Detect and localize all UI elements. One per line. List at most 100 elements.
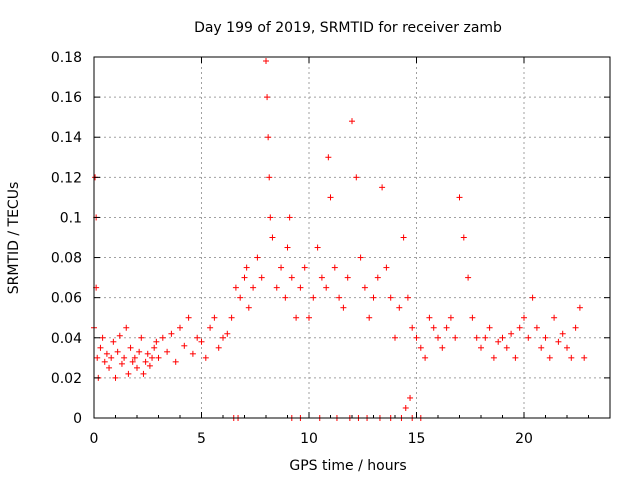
data-point: [374, 274, 381, 281]
data-point: [189, 350, 196, 357]
data-point: [125, 370, 132, 377]
data-point: [131, 354, 138, 361]
data-point: [194, 334, 201, 341]
data-point: [168, 330, 175, 337]
data-point: [503, 344, 510, 351]
data-point: [387, 294, 394, 301]
data-point: [443, 324, 450, 331]
data-point: [228, 314, 235, 321]
y-tick-label: 0.18: [51, 50, 82, 66]
data-point: [460, 234, 467, 241]
data-point: [383, 264, 390, 271]
data-point: [207, 324, 214, 331]
data-point: [400, 234, 407, 241]
y-tick-label: 0: [73, 411, 82, 427]
data-point: [288, 274, 295, 281]
data-point: [144, 350, 151, 357]
data-point: [413, 334, 420, 341]
data-point: [318, 274, 325, 281]
data-point: [469, 314, 476, 321]
data-point: [241, 274, 248, 281]
data-point: [127, 344, 134, 351]
data-point: [426, 314, 433, 321]
y-tick-labels: 0 0.02 0.04 0.06 0.08 0.1 0.12 0.14 0.16 0.18: [51, 50, 82, 427]
data-point: [211, 314, 218, 321]
data-point: [293, 314, 300, 321]
data-point: [559, 330, 566, 337]
data-point: [138, 334, 145, 341]
y-tick-label: 0.02: [51, 371, 82, 387]
data-point: [538, 344, 545, 351]
data-point: [402, 404, 409, 411]
data-point: [149, 354, 156, 361]
data-point: [465, 274, 472, 281]
data-point: [495, 338, 502, 345]
y-tick-label: 0.08: [51, 251, 82, 267]
data-point: [392, 334, 398, 341]
data-point: [250, 284, 257, 291]
data-point: [106, 364, 113, 371]
x-tick-label: 5: [197, 431, 206, 447]
data-point: [215, 344, 222, 351]
y-tick-label: 0.16: [51, 90, 82, 106]
data-point: [349, 118, 355, 125]
y-axis-label: SRMTID / TECUs: [6, 182, 22, 295]
y-tick-label: 0.12: [51, 170, 82, 186]
data-point: [581, 354, 588, 361]
axis-ticks: [93, 56, 610, 419]
data-point: [327, 194, 334, 201]
data-point: [525, 334, 532, 341]
data-point: [456, 194, 463, 201]
data-point: [422, 354, 429, 361]
data-point: [118, 360, 125, 367]
data-point: [512, 354, 519, 361]
data-point: [245, 304, 252, 311]
data-point: [340, 304, 347, 311]
data-point: [361, 284, 368, 291]
data-point: [99, 334, 106, 341]
data-point: [542, 334, 549, 341]
x-axis-label: GPS time / hours: [289, 458, 406, 474]
data-point: [254, 254, 261, 261]
data-point: [310, 294, 317, 301]
x-tick-labels: 0 5 10 15 20: [90, 431, 533, 447]
data-point: [258, 274, 265, 281]
data-point: [306, 314, 312, 321]
data-point: [286, 214, 293, 221]
data-point: [435, 334, 441, 341]
data-point: [407, 394, 414, 401]
data-point: [94, 354, 101, 361]
data-point: [112, 374, 119, 381]
data-point: [103, 350, 110, 357]
data-point: [185, 314, 192, 321]
data-point: [572, 324, 579, 331]
data-point: [110, 338, 117, 345]
data-point: [232, 284, 239, 291]
data-point: [409, 324, 416, 331]
data-point: [516, 324, 523, 331]
data-point: [370, 294, 377, 301]
data-point: [237, 294, 244, 301]
data-point: [164, 348, 171, 355]
data-point: [181, 342, 188, 349]
data-point: [220, 334, 226, 341]
data-point: [273, 284, 280, 291]
data-point: [224, 330, 231, 337]
data-point: [108, 354, 115, 361]
data-point: [155, 354, 162, 361]
data-point: [151, 344, 158, 351]
data-point: [269, 234, 276, 241]
y-tick-label: 0.04: [51, 331, 82, 347]
data-point: [499, 334, 506, 341]
data-point: [564, 344, 570, 351]
data-point: [551, 314, 558, 321]
data-point: [396, 304, 403, 311]
chart-title: Day 199 of 2019, SRMTID for receiver zam…: [194, 20, 502, 36]
data-point: [301, 264, 308, 271]
data-point: [486, 324, 493, 331]
data-points: [91, 58, 588, 421]
data-point: [263, 58, 269, 65]
data-point: [142, 358, 149, 365]
